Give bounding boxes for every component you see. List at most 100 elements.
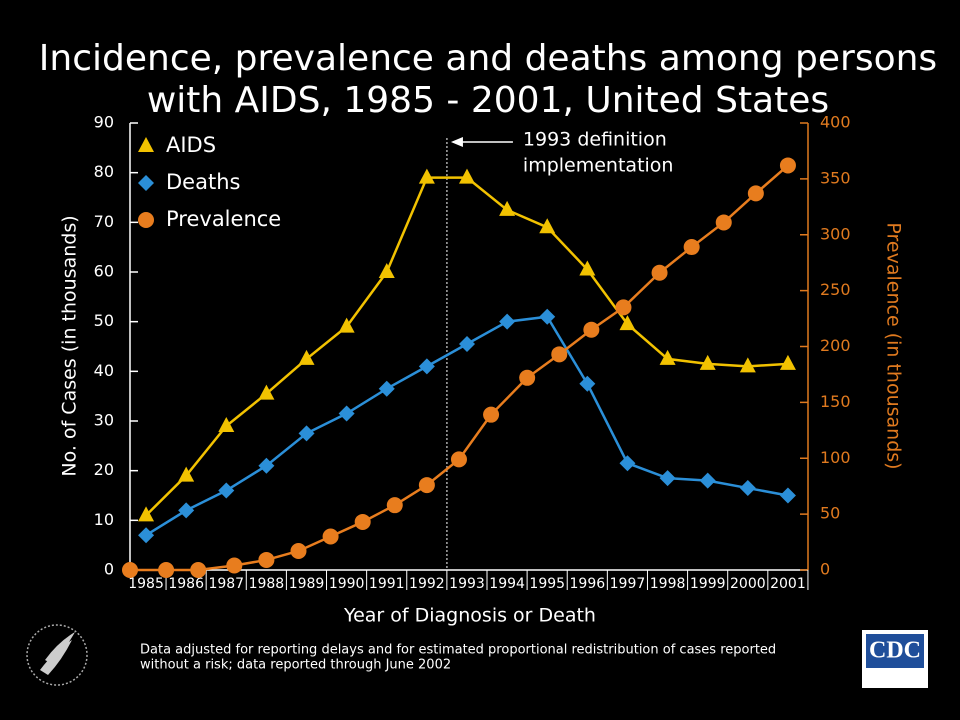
circle-marker: [290, 543, 307, 560]
circle-marker: [354, 513, 371, 530]
circle-marker: [551, 346, 568, 363]
triangle-marker: [458, 168, 475, 184]
x-tick-label: 1993: [449, 576, 485, 592]
y2-axis-label: Prevalence (in thousands): [883, 222, 905, 469]
diamond-marker: [579, 375, 596, 392]
diamond-marker: [458, 336, 475, 353]
y2-tick-label: 200: [820, 336, 851, 355]
circle-marker: [190, 562, 207, 578]
x-tick-label: 1997: [610, 576, 646, 592]
circle-marker: [747, 185, 764, 202]
circle-marker: [779, 157, 796, 174]
x-tick-label: 1995: [529, 576, 565, 592]
hhs-logo: [26, 624, 88, 686]
circle-marker: [122, 562, 138, 578]
triangle-marker: [338, 317, 355, 333]
x-tick-label: 1991: [369, 576, 405, 592]
circle-marker: [158, 562, 175, 578]
diamond-marker: [138, 175, 154, 191]
x-tick-label: 1990: [329, 576, 365, 592]
diamond-marker: [539, 308, 556, 325]
x-tick-label: 1998: [650, 576, 686, 592]
y2-tick-label: 0: [820, 560, 830, 579]
triangle-marker: [298, 349, 315, 365]
triangle-marker: [258, 384, 275, 400]
y-tick-label: 10: [94, 510, 114, 529]
diamond-marker: [178, 502, 195, 519]
circle-marker: [322, 528, 339, 545]
circle-marker: [138, 212, 154, 228]
y-tick-label: 0: [104, 560, 114, 579]
triangle-marker: [539, 218, 556, 234]
y-tick-label: 70: [94, 212, 114, 231]
triangle-marker: [699, 354, 716, 370]
y-tick-label: 90: [94, 113, 114, 132]
diamond-marker: [779, 487, 796, 504]
diamond-marker: [298, 425, 315, 442]
circle-marker: [715, 214, 732, 231]
x-axis-label: Year of Diagnosis or Death: [343, 605, 596, 627]
x-tick-label: 2001: [770, 576, 806, 592]
triangle-marker: [218, 416, 235, 432]
triangle-marker: [579, 260, 596, 276]
circle-marker: [651, 264, 668, 281]
chart-title: Incidence, prevalence and deaths among p…: [39, 38, 937, 79]
y2-tick-label: 150: [820, 392, 851, 411]
y2-tick-label: 100: [820, 448, 851, 467]
x-tick-label: 1986: [168, 576, 204, 592]
chart-title: with AIDS, 1985 - 2001, United States: [147, 80, 829, 121]
y-tick-label: 60: [94, 262, 114, 281]
diamond-marker: [378, 380, 395, 397]
diamond-marker: [258, 457, 275, 474]
diamond-marker: [739, 480, 756, 497]
circle-marker: [683, 239, 700, 256]
diamond-marker: [499, 313, 516, 330]
diamond-marker: [218, 482, 235, 499]
x-tick-label: 1985: [128, 576, 164, 592]
x-tick-label: 1989: [289, 576, 325, 592]
triangle-marker: [499, 200, 516, 216]
triangle-marker: [138, 506, 155, 522]
x-tick-label: 1996: [570, 576, 606, 592]
diamond-marker: [659, 470, 676, 487]
y2-tick-label: 50: [820, 504, 840, 523]
y2-tick-label: 350: [820, 168, 851, 187]
y-tick-label: 20: [94, 460, 114, 479]
circle-marker: [450, 451, 467, 468]
y2-tick-label: 250: [820, 280, 851, 299]
triangle-marker: [619, 315, 636, 331]
triangle-marker: [779, 354, 796, 370]
legend-label: AIDS: [166, 133, 216, 157]
footnote: without a risk; data reported through Ju…: [140, 658, 451, 673]
y-tick-label: 80: [94, 162, 114, 181]
circle-marker: [226, 557, 243, 574]
circle-marker: [418, 477, 435, 494]
y-axis-label: No. of Cases (in thousands): [59, 215, 81, 476]
y2-tick-label: 400: [820, 113, 851, 132]
y-tick-label: 30: [94, 411, 114, 430]
annotation-text: 1993 definition: [523, 129, 667, 151]
diamond-marker: [418, 358, 435, 375]
annotation-text: implementation: [523, 155, 674, 177]
circle-marker: [615, 299, 632, 316]
legend-label: Deaths: [166, 170, 240, 194]
triangle-marker: [739, 357, 756, 373]
x-tick-label: 2000: [730, 576, 766, 592]
triangle-marker: [659, 349, 676, 365]
legend-label: Prevalence: [166, 207, 281, 231]
circle-marker: [583, 321, 600, 338]
diamond-marker: [619, 455, 636, 472]
diamond-marker: [338, 405, 355, 422]
y-tick-label: 50: [94, 311, 114, 330]
triangle-marker: [378, 263, 395, 278]
x-tick-label: 1994: [489, 576, 525, 592]
y2-tick-label: 300: [820, 224, 851, 243]
cdc-logo: [862, 630, 928, 688]
annotation-arrowhead: [450, 137, 463, 147]
circle-marker: [386, 497, 403, 514]
circle-marker: [483, 406, 500, 423]
footnote: Data adjusted for reporting delays and f…: [140, 643, 776, 658]
diamond-marker: [138, 527, 155, 544]
